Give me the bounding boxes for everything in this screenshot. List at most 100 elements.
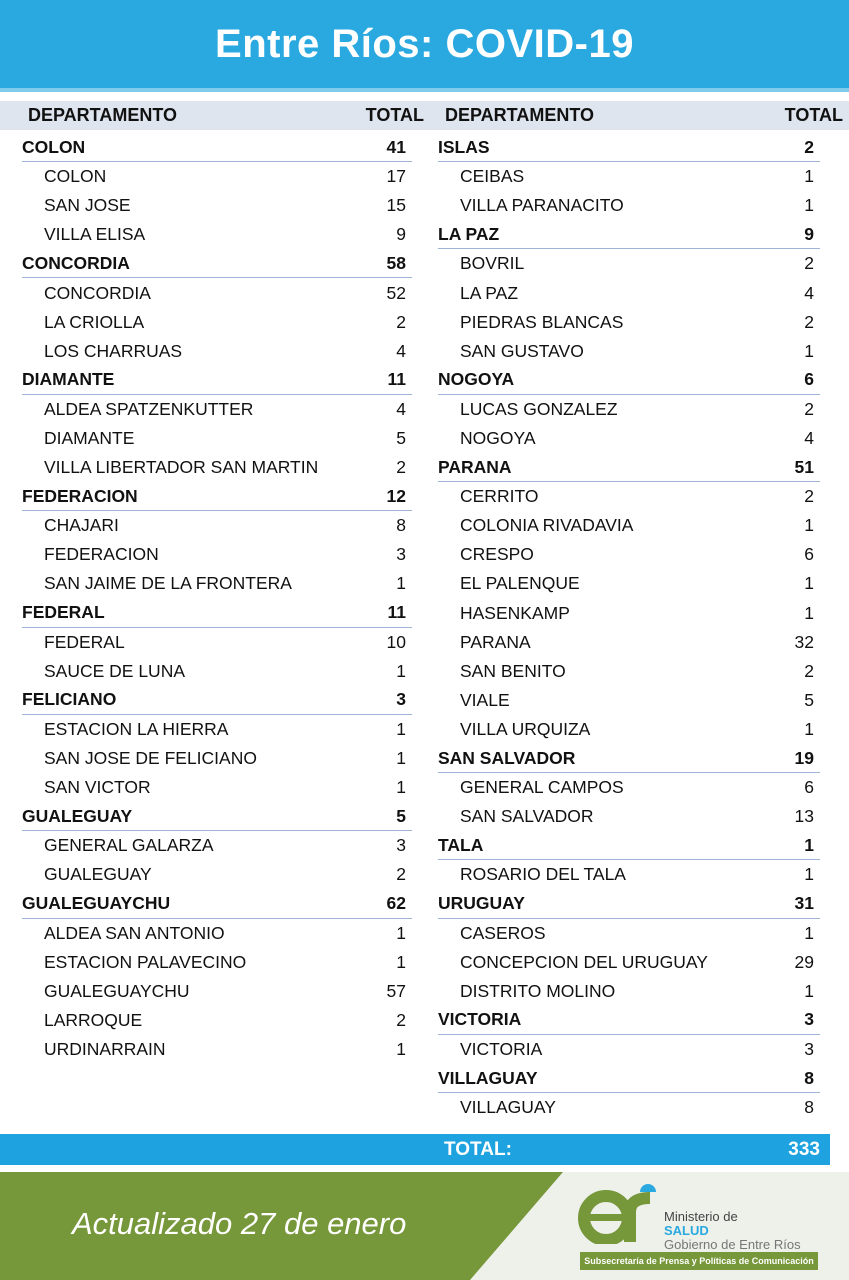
locality-total: 6 [804,777,814,798]
locality-total: 2 [804,486,814,507]
locality-total: 1 [396,777,406,798]
locality-name: SAN VICTOR [44,777,151,798]
locality-total: 1 [804,980,814,1001]
locality-row: ALDEA SAN ANTONIO 1 [22,919,412,948]
department-row: TALA 1 [438,831,820,861]
locality-row: CERRITO 2 [438,482,820,511]
locality-name: ALDEA SAN ANTONIO [44,922,225,943]
locality-total: 1 [396,660,406,681]
title-banner: Entre Ríos: COVID-19 [0,0,849,92]
locality-total: 2 [396,864,406,885]
locality-row: COLONIA RIVADAVIA 1 [438,511,820,540]
logo-subtitle: Subsecretaría de Prensa y Políticas de C… [580,1252,818,1270]
locality-name: LA PAZ [460,282,519,303]
locality-row: FEDERACION 3 [22,540,412,569]
locality-name: SAN JAIME DE LA FRONTERA [44,573,292,594]
locality-total: 1 [396,951,406,972]
department-total: 11 [387,369,407,390]
department-row: FELICIANO 3 [22,686,412,715]
locality-row: GUALEGUAYCHU 57 [22,977,412,1006]
department-name: URUGUAY [438,892,525,913]
locality-name: CEIBAS [460,166,525,187]
ministry-logo: Ministerio de SALUD Gobierno de Entre Rí… [578,1180,838,1275]
department-total: 31 [794,892,814,913]
locality-row: ROSARIO DEL TALA 1 [438,860,820,889]
department-row: CONCORDIA 58 [22,249,412,279]
locality-name: GUALEGUAY [44,864,152,885]
department-name: DIAMANTE [22,369,115,390]
locality-name: LA CRIOLLA [44,311,145,332]
locality-total: 1 [804,922,814,943]
locality-row: VILLA ELISA 9 [22,220,412,249]
department-total: 58 [386,252,406,273]
department-row: GUALEGUAY 5 [22,802,412,832]
locality-total: 2 [396,1009,406,1030]
locality-name: ROSARIO DEL TALA [460,864,626,885]
locality-row: PIEDRAS BLANCAS 2 [438,308,820,337]
locality-total: 1 [396,1038,406,1059]
locality-name: BOVRIL [460,253,525,274]
locality-row: HASENKAMP 1 [438,599,820,628]
locality-total: 1 [396,748,406,769]
locality-row: CONCEPCION DEL URUGUAY 29 [438,948,820,977]
locality-total: 5 [396,427,406,448]
department-total: 5 [396,805,406,826]
ministry-text: Ministerio de SALUD Gobierno de Entre Rí… [664,1210,801,1252]
department-total: 2 [804,136,814,157]
locality-row: CRESPO 6 [438,540,820,569]
locality-name: COLON [44,166,107,187]
locality-row: URDINARRAIN 1 [22,1035,412,1064]
department-total: 62 [386,892,406,913]
header-departamento: DEPARTAMENTO [28,105,178,125]
locality-name: CONCORDIA [44,282,151,303]
footer: Actualizado 27 de enero Ministerio de SA… [0,1172,849,1280]
locality-row: CASEROS 1 [438,919,820,948]
right-column-header: DEPARTAMENTO TOTAL [427,101,849,130]
locality-total: 1 [804,573,814,594]
department-name: ISLAS [438,136,490,157]
department-row: GUALEGUAYCHU 62 [22,889,412,919]
locality-row: SAUCE DE LUNA 1 [22,657,412,686]
department-total: 51 [794,456,814,477]
department-total: 3 [396,689,406,710]
locality-total: 1 [804,515,814,536]
locality-total: 1 [804,340,814,361]
department-name: SAN SALVADOR [438,747,576,768]
locality-total: 2 [804,398,814,419]
locality-name: SAN JOSE DE FELICIANO [44,748,257,769]
locality-total: 1 [804,864,814,885]
department-row: DIAMANTE 11 [22,366,412,395]
department-total: 19 [794,747,814,768]
footer-green-band [0,1172,563,1280]
locality-name: CERRITO [460,486,539,507]
header-departamento: DEPARTAMENTO [445,105,595,125]
locality-row: PARANA 32 [438,628,820,657]
locality-total: 6 [804,544,814,565]
locality-row: ESTACION PALAVECINO 1 [22,948,412,977]
locality-name: HASENKAMP [460,602,570,623]
locality-name: SAN SALVADOR [460,806,594,827]
locality-name: VIALE [460,689,510,710]
locality-row: ALDEA SPATZENKUTTER 4 [22,395,412,424]
locality-name: GENERAL CAMPOS [460,777,624,798]
locality-name: SAN JOSE [44,195,131,216]
locality-total: 1 [804,166,814,187]
locality-total: 32 [794,631,814,652]
locality-total: 4 [396,340,406,361]
department-row: VILLAGUAY 8 [438,1064,820,1094]
locality-name: SAUCE DE LUNA [44,660,186,681]
department-row: ISLAS 2 [438,133,820,163]
locality-row: LUCAS GONZALEZ 2 [438,395,820,424]
department-total: 41 [386,136,406,157]
total-label: TOTAL: [444,1139,512,1160]
locality-total: 57 [386,980,406,1001]
locality-row: DIAMANTE 5 [22,424,412,453]
locality-total: 1 [396,922,406,943]
locality-total: 8 [804,1097,814,1118]
department-name: CONCORDIA [22,252,130,273]
department-total: 11 [387,602,407,623]
locality-total: 52 [386,282,406,303]
department-name: VILLAGUAY [438,1067,538,1088]
department-name: PARANA [438,456,512,477]
locality-name: ALDEA SPATZENKUTTER [44,398,254,419]
